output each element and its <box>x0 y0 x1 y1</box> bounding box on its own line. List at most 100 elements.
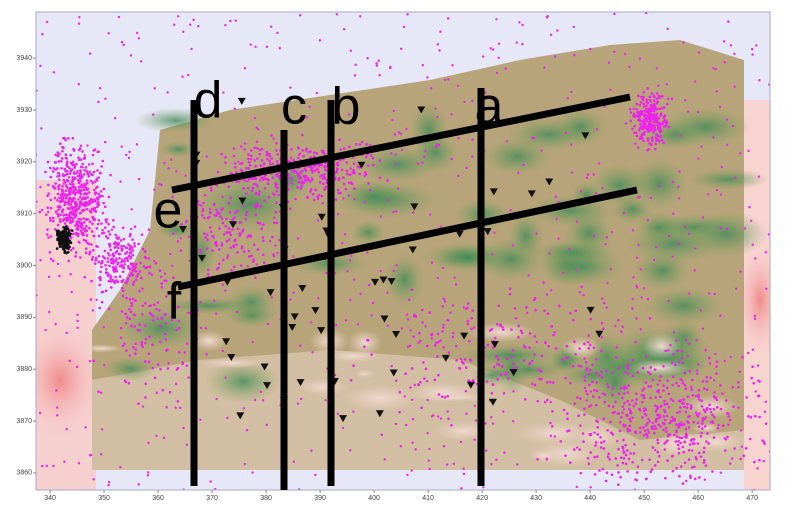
event <box>661 107 664 110</box>
event <box>695 395 698 398</box>
event <box>442 324 444 326</box>
event <box>627 384 630 387</box>
event <box>64 139 67 142</box>
event <box>437 374 440 377</box>
event <box>406 13 408 15</box>
event <box>233 265 236 268</box>
event <box>198 204 200 206</box>
event <box>457 175 459 177</box>
relief-patch <box>79 344 123 352</box>
event <box>656 102 659 105</box>
event <box>165 338 168 341</box>
event <box>666 83 668 85</box>
event <box>144 382 147 385</box>
event <box>474 405 476 407</box>
event <box>113 246 116 249</box>
event <box>199 251 201 253</box>
event <box>455 345 458 348</box>
event <box>262 253 265 256</box>
event <box>490 463 492 465</box>
event <box>40 127 42 129</box>
event <box>307 151 310 154</box>
event <box>200 327 202 329</box>
event <box>85 251 88 254</box>
event <box>104 226 107 229</box>
event <box>656 408 659 411</box>
event <box>314 189 317 192</box>
event <box>649 95 652 98</box>
event <box>626 449 629 452</box>
event <box>94 180 97 183</box>
event <box>128 308 131 311</box>
event <box>254 46 256 48</box>
event <box>72 148 75 151</box>
event <box>122 245 125 248</box>
event <box>156 392 158 394</box>
event <box>647 418 649 420</box>
event <box>101 229 104 232</box>
event <box>62 243 65 246</box>
event <box>354 74 356 76</box>
event <box>731 457 733 459</box>
event <box>582 440 585 443</box>
event <box>642 98 645 101</box>
event <box>658 96 661 99</box>
event <box>81 163 84 166</box>
event <box>351 171 354 174</box>
event <box>69 167 72 170</box>
event <box>606 306 608 308</box>
event <box>643 409 646 412</box>
event <box>637 244 639 246</box>
event <box>641 120 644 123</box>
event <box>595 404 598 407</box>
event <box>112 253 115 256</box>
event <box>737 406 739 408</box>
event <box>47 211 49 213</box>
event <box>182 427 184 429</box>
event <box>159 325 162 328</box>
event <box>743 455 746 458</box>
event <box>678 170 680 172</box>
event <box>714 353 716 355</box>
event <box>79 256 82 259</box>
event <box>735 288 737 290</box>
event <box>91 201 94 204</box>
event <box>137 243 140 246</box>
event <box>81 150 84 153</box>
event <box>407 345 409 347</box>
event <box>633 108 635 110</box>
event <box>140 60 142 62</box>
event <box>114 234 117 237</box>
event <box>342 197 344 199</box>
event <box>52 170 55 173</box>
event <box>121 287 124 290</box>
event <box>607 456 610 459</box>
event <box>64 201 67 204</box>
event <box>398 131 400 133</box>
event <box>453 276 455 278</box>
event <box>66 170 69 173</box>
event <box>708 404 711 407</box>
event <box>632 359 635 362</box>
event <box>599 436 602 439</box>
event <box>602 417 605 420</box>
event <box>615 356 618 359</box>
event <box>189 23 191 25</box>
event <box>62 226 65 229</box>
event <box>289 207 292 210</box>
event <box>84 154 86 156</box>
event <box>705 376 708 379</box>
event <box>130 54 132 56</box>
event <box>644 429 647 432</box>
event <box>77 218 80 221</box>
event <box>688 292 690 294</box>
event <box>631 461 634 464</box>
event <box>46 21 48 23</box>
event <box>166 406 168 408</box>
event <box>144 360 147 363</box>
event <box>589 318 592 321</box>
event <box>204 194 207 197</box>
event <box>243 179 246 182</box>
event <box>365 143 368 146</box>
event <box>126 316 129 319</box>
